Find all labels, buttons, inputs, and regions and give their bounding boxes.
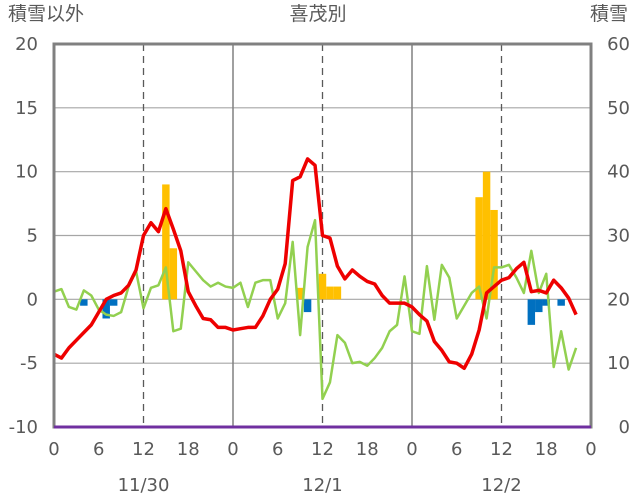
right-tick-label: 10 bbox=[607, 353, 630, 374]
right-tick-label: 50 bbox=[607, 98, 630, 119]
x-tick-label: 18 bbox=[356, 439, 379, 460]
blue-bar bbox=[557, 299, 565, 306]
right-tick-label: 60 bbox=[607, 34, 630, 55]
orange-bar bbox=[475, 197, 483, 300]
orange-bar bbox=[318, 273, 327, 300]
x-tick-label: 6 bbox=[93, 439, 104, 460]
blue-bar bbox=[109, 299, 118, 306]
left-axis-title: 積雪以外 bbox=[8, 3, 84, 25]
bars bbox=[80, 171, 565, 325]
x-tick-label: 12 bbox=[490, 439, 513, 460]
x-tick-label: 0 bbox=[585, 439, 596, 460]
right-tick-label: 0 bbox=[619, 417, 630, 438]
x-tick-label: 0 bbox=[406, 439, 417, 460]
orange-bar bbox=[326, 286, 334, 300]
x-tick-label: 12 bbox=[311, 439, 334, 460]
right-tick-label: 20 bbox=[607, 289, 630, 310]
blue-bar bbox=[535, 299, 543, 313]
left-tick-label: -10 bbox=[9, 417, 38, 438]
blue-bar bbox=[102, 299, 110, 319]
left-tick-label: 20 bbox=[15, 34, 38, 55]
x-tick-label: 0 bbox=[227, 439, 238, 460]
x-tick-label: 18 bbox=[177, 439, 200, 460]
day-label: 12/1 bbox=[302, 475, 342, 496]
blue-bar bbox=[303, 299, 312, 313]
x-tick-label: 0 bbox=[48, 439, 59, 460]
plot-frame bbox=[52, 42, 593, 429]
left-tick-label: 15 bbox=[15, 98, 38, 119]
right-tick-label: 40 bbox=[607, 162, 630, 183]
right-tick-label: 30 bbox=[607, 226, 630, 247]
blue-bar bbox=[80, 299, 88, 306]
orange-bar bbox=[162, 184, 170, 300]
day-label: 11/30 bbox=[118, 475, 170, 496]
x-tick-label: 12 bbox=[132, 439, 155, 460]
left-tick-label: 10 bbox=[15, 162, 38, 183]
x-tick-label: 6 bbox=[272, 439, 283, 460]
day-label: 12/2 bbox=[481, 475, 521, 496]
orange-bar bbox=[333, 286, 342, 300]
blue-bar bbox=[527, 299, 536, 325]
green-series-line bbox=[53, 218, 578, 401]
x-tick-label: 18 bbox=[535, 439, 558, 460]
left-tick-label: -5 bbox=[20, 353, 38, 374]
chart-title: 喜茂別 bbox=[289, 3, 346, 25]
right-axis-title: 積雪 bbox=[590, 3, 628, 25]
left-tick-label: 0 bbox=[27, 289, 38, 310]
left-tick-label: 5 bbox=[27, 226, 38, 247]
red-series-line bbox=[53, 157, 578, 371]
orange-bar bbox=[169, 248, 178, 300]
orange-bar bbox=[490, 209, 498, 300]
x-tick-label: 6 bbox=[451, 439, 462, 460]
orange-bar bbox=[482, 171, 491, 300]
orange-bar bbox=[296, 287, 304, 300]
series-lines bbox=[53, 157, 578, 401]
blue-bar bbox=[542, 299, 550, 306]
